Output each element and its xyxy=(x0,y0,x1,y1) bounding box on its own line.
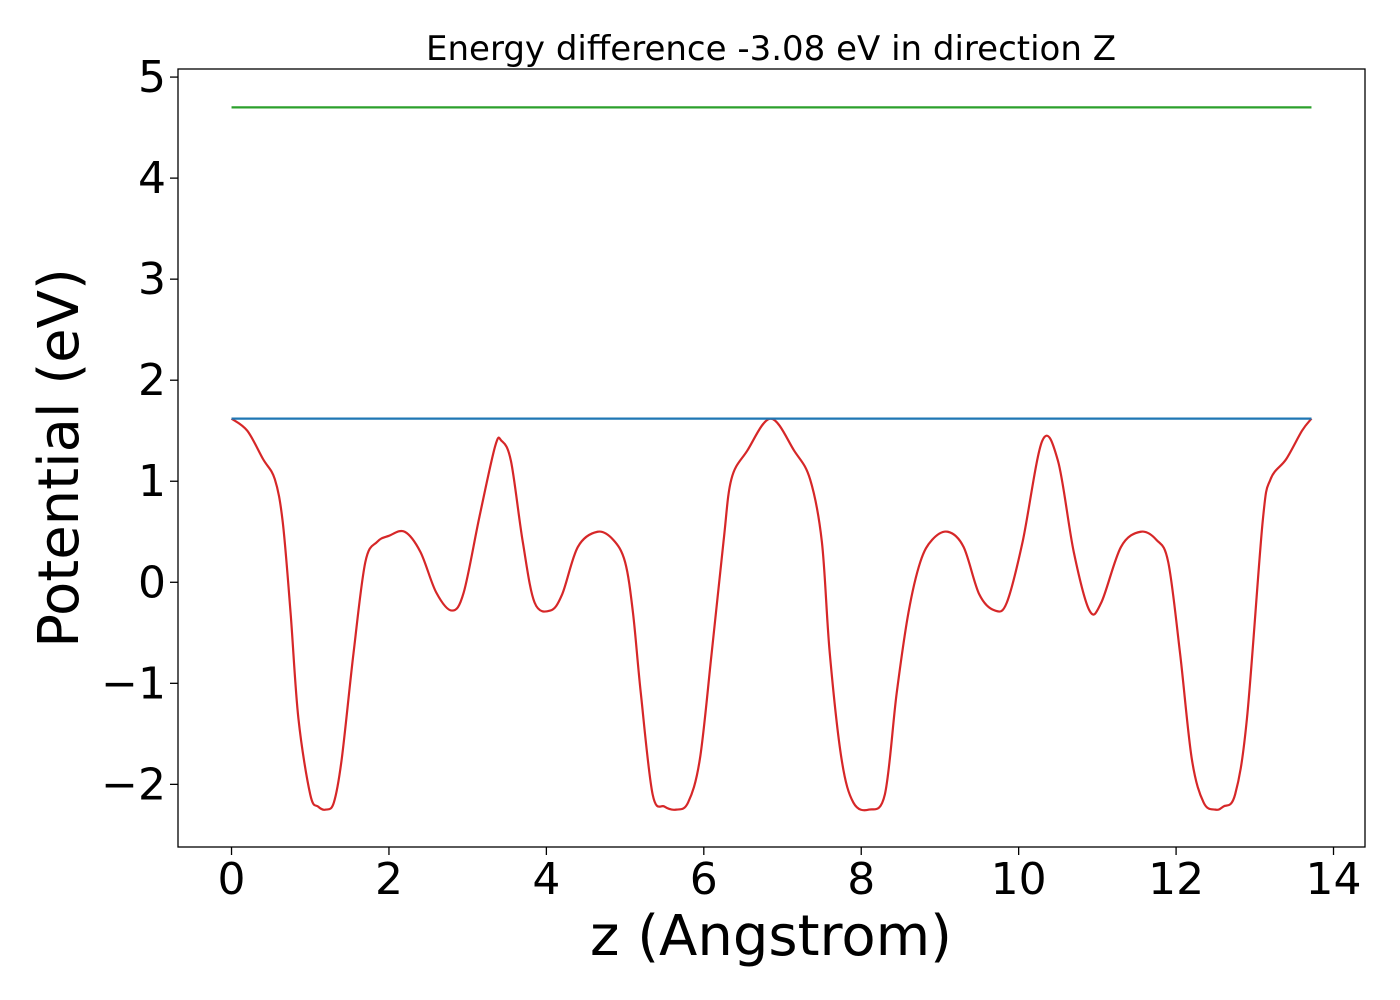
x-tick-label: 6 xyxy=(690,854,718,905)
y-tick-label: 1 xyxy=(138,456,166,507)
x-tick-label: 12 xyxy=(1148,854,1204,905)
x-tick-label: 10 xyxy=(991,854,1047,905)
y-tick-label: −1 xyxy=(101,658,166,709)
x-tick-label: 0 xyxy=(218,854,246,905)
y-axis-label: Potential (eV) xyxy=(27,268,92,648)
plot-frame xyxy=(177,68,1366,848)
y-tick-label: 3 xyxy=(138,254,166,305)
x-tick-label: 4 xyxy=(532,854,560,905)
x-axis-label: z (Angstrom) xyxy=(590,904,952,969)
series-line-0 xyxy=(230,417,1313,812)
y-tick-label: 0 xyxy=(138,557,166,608)
x-axis-ticks: 0 2 4 6 8 10 12 14 xyxy=(218,847,1362,905)
y-tick-label: −2 xyxy=(101,759,166,810)
y-axis-ticks: −2 −1 0 1 2 3 4 5 xyxy=(101,52,178,810)
y-tick-label: 5 xyxy=(138,52,166,103)
x-tick-label: 8 xyxy=(847,854,875,905)
plot-lines xyxy=(230,106,1313,812)
y-tick-label: 2 xyxy=(138,355,166,406)
x-tick-label: 2 xyxy=(375,854,403,905)
x-tick-label: 14 xyxy=(1306,854,1362,905)
chart-title: Energy difference -3.08 eV in direction … xyxy=(426,29,1116,69)
y-tick-label: 4 xyxy=(138,153,166,204)
